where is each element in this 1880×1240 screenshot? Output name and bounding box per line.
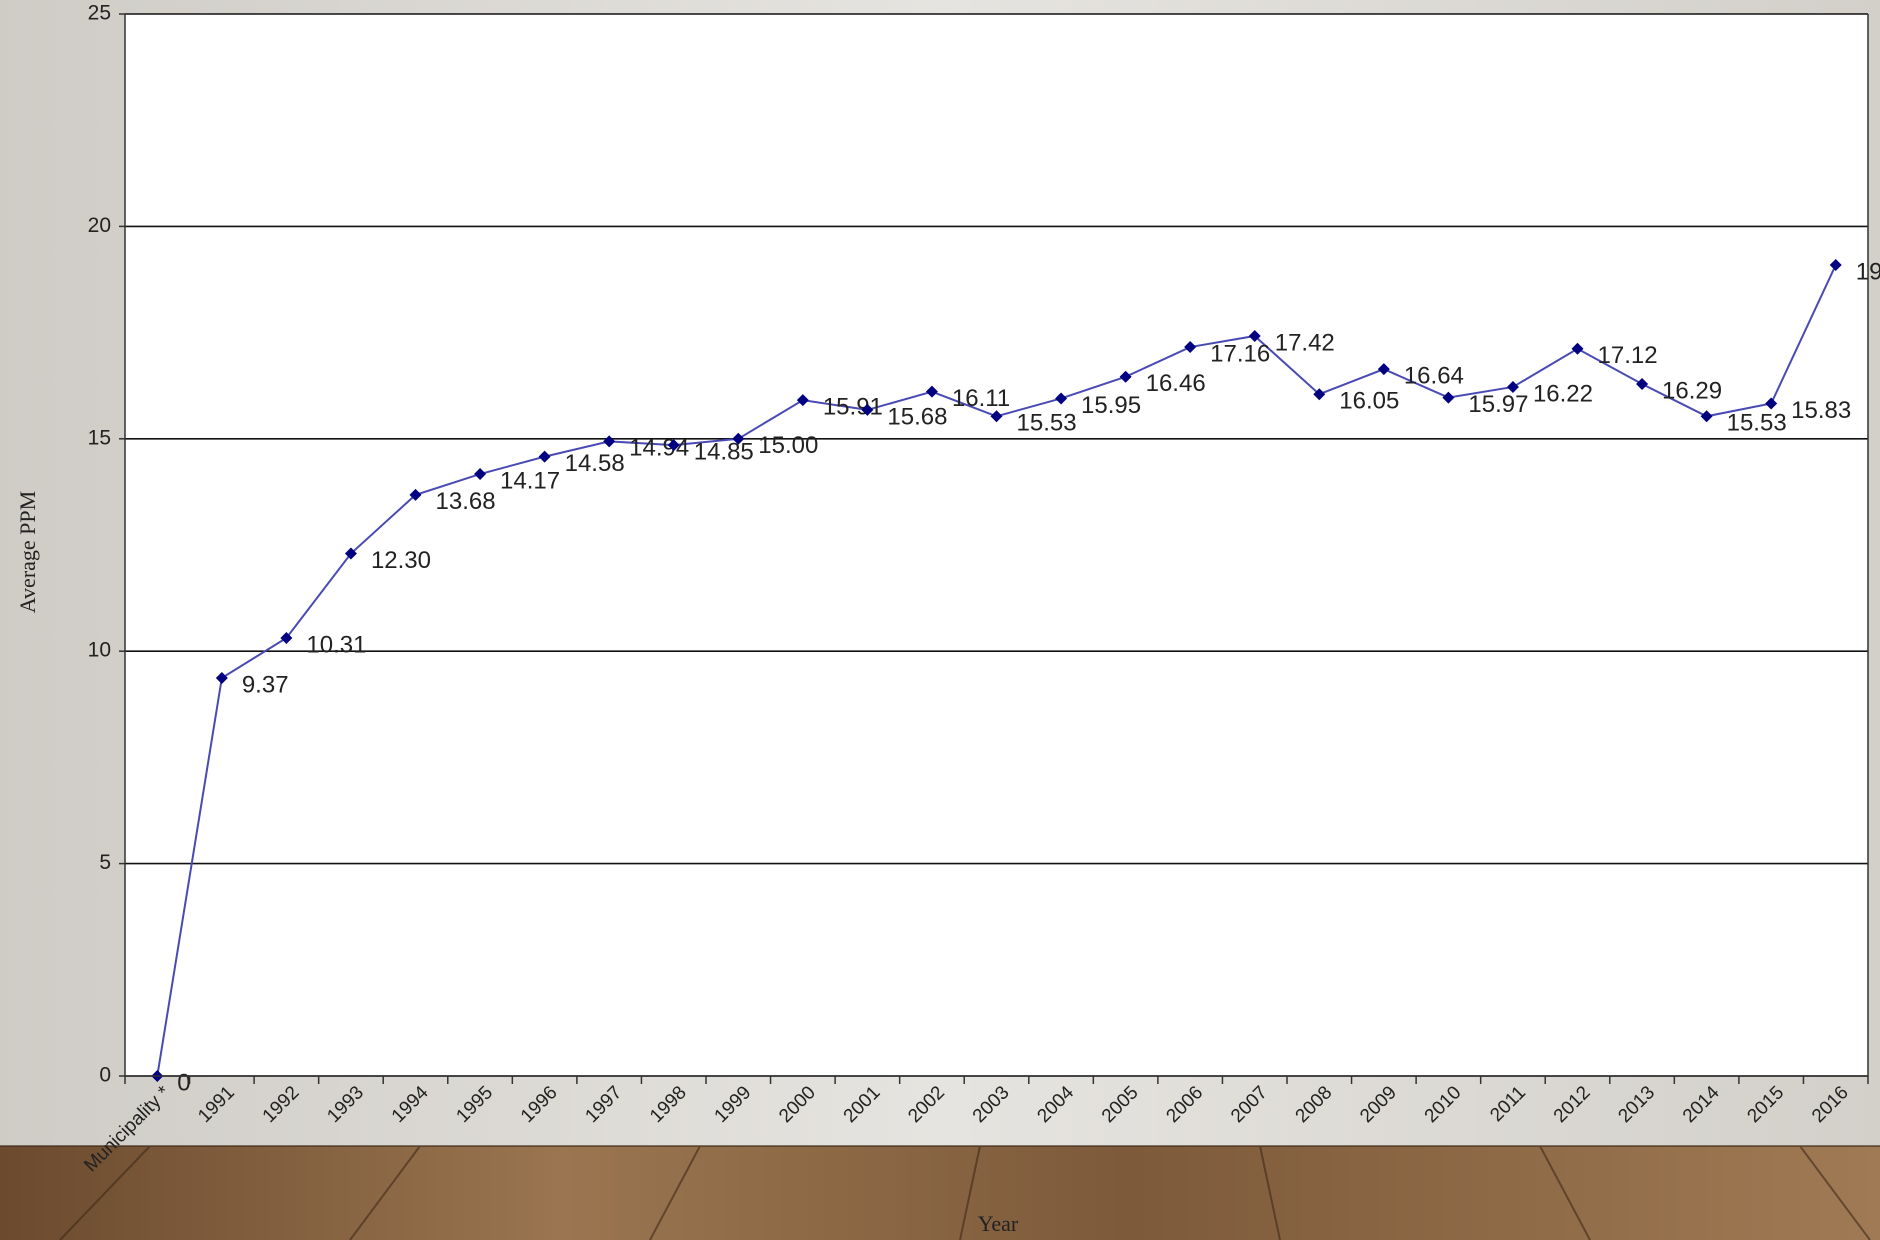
data-point <box>1184 341 1197 354</box>
data-label: 15.91 <box>823 393 883 420</box>
data-point <box>474 468 487 481</box>
data-label: 15.00 <box>758 432 818 459</box>
data-label: 16.29 <box>1662 377 1722 404</box>
data-point <box>215 671 228 684</box>
data-label: 10.31 <box>306 631 366 658</box>
data-point <box>1700 410 1713 423</box>
data-label: 9.37 <box>242 671 289 698</box>
data-label: 15.53 <box>1017 410 1077 437</box>
data-point <box>1248 329 1261 342</box>
data-point <box>667 439 680 452</box>
data-label: 17.42 <box>1275 329 1335 356</box>
data-point <box>1313 388 1326 401</box>
data-point <box>1571 342 1584 355</box>
y-tick-label: 5 <box>99 851 111 874</box>
plot-area <box>125 14 1868 1076</box>
y-tick-label: 15 <box>88 426 111 449</box>
data-point <box>925 385 938 398</box>
data-label: 16.05 <box>1339 388 1399 415</box>
x-axis-label: Year <box>978 1211 1019 1236</box>
data-label: 16.22 <box>1533 380 1593 407</box>
data-label: 0 <box>177 1069 190 1096</box>
y-axis-label: Average PPM <box>15 491 40 613</box>
data-label: 14.17 <box>500 467 560 494</box>
floor-planks <box>0 1145 1880 1240</box>
data-label: 16.11 <box>952 385 1010 412</box>
data-point <box>1377 363 1390 376</box>
y-tick-label: 10 <box>88 639 111 662</box>
data-point <box>1636 378 1649 391</box>
data-label: 15.83 <box>1791 397 1851 424</box>
data-label: 15.95 <box>1081 392 1141 419</box>
data-label: 15.97 <box>1468 391 1528 418</box>
data-point <box>1119 370 1132 383</box>
data-label: 13.68 <box>436 488 496 515</box>
data-label: 12.30 <box>371 547 431 574</box>
y-tick-label: 0 <box>99 1064 111 1087</box>
data-label: 16.46 <box>1146 370 1206 397</box>
data-point <box>1442 391 1455 404</box>
data-point <box>1829 259 1842 272</box>
y-tick-label: 20 <box>88 214 111 237</box>
floor <box>0 1146 1880 1240</box>
data-point <box>1055 392 1068 405</box>
data-point <box>1506 380 1519 393</box>
data-label: 19.09 <box>1856 258 1880 285</box>
data-point <box>538 450 551 463</box>
data-label: 14.94 <box>629 435 689 462</box>
data-point <box>796 394 809 407</box>
data-label: 16.64 <box>1404 362 1464 389</box>
data-label: 17.16 <box>1210 340 1270 367</box>
data-point <box>861 403 874 416</box>
data-label: 15.53 <box>1727 410 1787 437</box>
data-point <box>280 632 293 645</box>
y-tick-label: 25 <box>88 2 111 25</box>
data-point <box>1765 397 1778 410</box>
data-point <box>344 547 357 560</box>
data-label: 17.12 <box>1598 342 1658 369</box>
data-label: 14.58 <box>565 450 625 477</box>
data-point <box>990 410 1003 423</box>
data-point <box>732 432 745 445</box>
data-point <box>603 435 616 448</box>
data-label: 15.68 <box>887 403 947 430</box>
data-label: 14.85 <box>694 439 754 466</box>
data-point <box>409 488 422 501</box>
